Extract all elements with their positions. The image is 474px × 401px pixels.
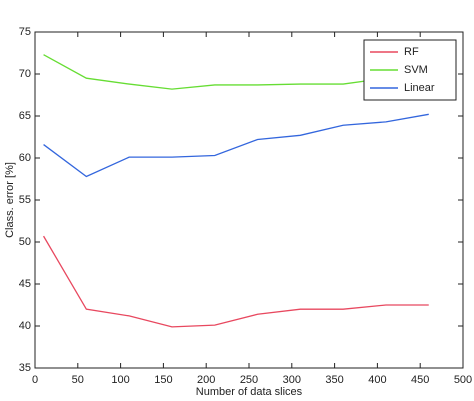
series-line [43,113,429,178]
x-tick-label: 250 [240,374,258,386]
y-tick-label: 75 [19,26,31,38]
y-tick-label: 70 [19,68,31,80]
y-tick-label: 60 [19,152,31,164]
x-tick-label: 50 [72,374,84,386]
y-tick-label: 55 [19,194,31,206]
legend-label: SVM [404,64,428,76]
x-tick-label: 200 [197,374,215,386]
x-tick-label: 450 [411,374,429,386]
y-tick-label: 40 [19,320,31,332]
y-tick-label: 65 [19,110,31,122]
x-tick-label: 300 [283,374,301,386]
series-line [42,235,429,328]
x-tick-label: 150 [154,374,172,386]
x-tick-label: 400 [368,374,386,386]
y-axis-label: Class. error [%] [4,162,16,238]
legend-label: RF [404,46,419,58]
x-axis-label: Number of data slices [196,386,303,398]
x-tick-label: 500 [454,374,472,386]
y-tick-label: 45 [19,278,31,290]
legend-label: Linear [404,82,435,94]
y-tick-label: 50 [19,236,31,248]
x-tick-label: 0 [32,374,38,386]
x-tick-label: 100 [111,374,129,386]
x-tick-label: 350 [325,374,343,386]
y-tick-label: 35 [19,362,31,374]
